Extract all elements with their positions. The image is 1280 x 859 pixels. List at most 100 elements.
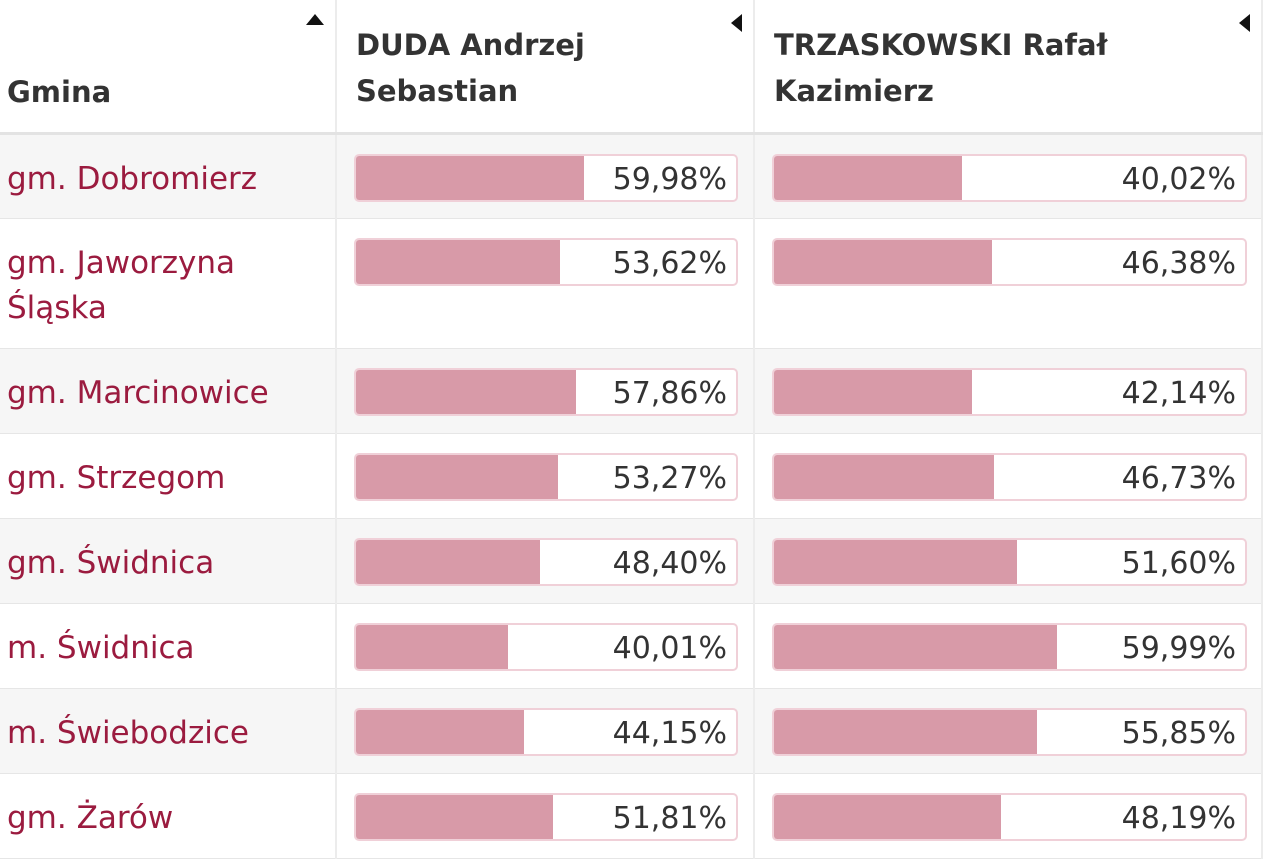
trzaskowski-cell: 42,14% xyxy=(754,348,1263,434)
trzaskowski-cell: 59,99% xyxy=(754,603,1263,689)
gmina-cell: gm. Żarów xyxy=(0,773,337,859)
duda-cell: 40,01% xyxy=(336,603,755,689)
duda-cell: 53,62% xyxy=(336,218,755,349)
table-row: m. Świdnica 40,01% 59,99% xyxy=(0,603,1263,689)
column-header-duda-line2: Sebastian xyxy=(356,74,519,108)
gmina-link[interactable]: gm. Dobromierz xyxy=(7,161,258,197)
sort-caret-icon[interactable] xyxy=(1239,14,1250,32)
column-header-trzaskowski-line1: TRZASKOWSKI Rafał xyxy=(774,28,1108,62)
duda-percent: 53,62% xyxy=(612,246,727,281)
duda-percent: 48,40% xyxy=(612,546,727,581)
duda-result-bar: 57,86% xyxy=(354,368,738,416)
trzaskowski-result-bar: 59,99% xyxy=(772,623,1247,671)
gmina-link[interactable]: gm. Świdnica xyxy=(7,545,215,581)
duda-result-bar: 59,98% xyxy=(354,154,738,202)
sort-ascending-icon[interactable] xyxy=(306,14,324,25)
table-row: gm. Strzegom 53,27% 46,73% xyxy=(0,433,1263,519)
table-row: gm. Dobromierz 59,98% 40,02% xyxy=(0,133,1263,219)
duda-percent: 59,98% xyxy=(612,162,727,197)
gmina-cell: gm. Świdnica xyxy=(0,518,337,604)
trzaskowski-bar-fill xyxy=(774,795,1001,839)
duda-bar-fill xyxy=(356,240,560,284)
sort-caret-icon[interactable] xyxy=(731,14,742,32)
gmina-cell: gm. Dobromierz xyxy=(0,133,337,219)
trzaskowski-percent: 46,38% xyxy=(1121,246,1236,281)
table-row: gm. Żarów 51,81% 48,19% xyxy=(0,773,1263,859)
duda-bar-fill xyxy=(356,370,576,414)
column-header-duda-label: DUDA Andrzej Sebastian xyxy=(356,22,585,114)
duda-result-bar: 51,81% xyxy=(354,793,738,841)
trzaskowski-result-bar: 46,73% xyxy=(772,453,1247,501)
trzaskowski-bar-fill xyxy=(774,156,963,200)
gmina-link[interactable]: gm. Marcinowice xyxy=(7,375,269,411)
trzaskowski-percent: 59,99% xyxy=(1121,631,1236,666)
column-header-duda[interactable]: DUDA Andrzej Sebastian xyxy=(336,0,755,135)
duda-percent: 44,15% xyxy=(612,716,727,751)
gmina-link[interactable]: gm. Jaworzyna Śląska xyxy=(7,245,236,326)
trzaskowski-percent: 40,02% xyxy=(1121,162,1236,197)
trzaskowski-bar-fill xyxy=(774,625,1057,669)
gmina-link[interactable]: m. Świdnica xyxy=(7,630,195,666)
duda-cell: 48,40% xyxy=(336,518,755,604)
duda-bar-fill xyxy=(356,455,559,499)
table-row: gm. Marcinowice 57,86% 42,14% xyxy=(0,348,1263,434)
trzaskowski-result-bar: 40,02% xyxy=(772,154,1247,202)
duda-result-bar: 53,62% xyxy=(354,238,738,286)
trzaskowski-bar-fill xyxy=(774,240,993,284)
duda-bar-fill xyxy=(356,625,509,669)
trzaskowski-cell: 55,85% xyxy=(754,688,1263,774)
trzaskowski-cell: 51,60% xyxy=(754,518,1263,604)
trzaskowski-cell: 46,38% xyxy=(754,218,1263,349)
duda-percent: 51,81% xyxy=(612,801,727,836)
trzaskowski-bar-fill xyxy=(774,370,973,414)
trzaskowski-percent: 46,73% xyxy=(1121,461,1236,496)
trzaskowski-cell: 40,02% xyxy=(754,133,1263,219)
duda-bar-fill xyxy=(356,710,524,754)
gmina-cell: m. Świdnica xyxy=(0,603,337,689)
duda-percent: 57,86% xyxy=(612,376,727,411)
gmina-link[interactable]: gm. Strzegom xyxy=(7,460,226,496)
column-header-trzaskowski[interactable]: TRZASKOWSKI Rafał Kazimierz xyxy=(754,0,1263,135)
trzaskowski-percent: 48,19% xyxy=(1121,801,1236,836)
duda-bar-fill xyxy=(356,156,584,200)
trzaskowski-bar-fill xyxy=(774,540,1018,584)
duda-percent: 40,01% xyxy=(612,631,727,666)
trzaskowski-result-bar: 46,38% xyxy=(772,238,1247,286)
trzaskowski-percent: 42,14% xyxy=(1121,376,1236,411)
duda-result-bar: 40,01% xyxy=(354,623,738,671)
gmina-link[interactable]: m. Świebodzice xyxy=(7,715,249,751)
column-header-gmina-label: Gmina xyxy=(7,75,112,109)
duda-cell: 57,86% xyxy=(336,348,755,434)
duda-cell: 44,15% xyxy=(336,688,755,774)
duda-bar-fill xyxy=(356,540,540,584)
table-row: gm. Świdnica 48,40% 51,60% xyxy=(0,518,1263,604)
column-header-duda-line1: DUDA Andrzej xyxy=(356,28,585,62)
table-body: gm. Dobromierz 59,98% 40,02% gm. Jaworzyna … xyxy=(0,133,1263,859)
gmina-cell: gm. Jaworzyna Śląska xyxy=(0,218,337,349)
trzaskowski-result-bar: 55,85% xyxy=(772,708,1247,756)
duda-cell: 51,81% xyxy=(336,773,755,859)
gmina-link[interactable]: gm. Żarów xyxy=(7,800,174,836)
gmina-cell: m. Świebodzice xyxy=(0,688,337,774)
trzaskowski-cell: 46,73% xyxy=(754,433,1263,519)
trzaskowski-bar-fill xyxy=(774,455,995,499)
trzaskowski-percent: 51,60% xyxy=(1121,546,1236,581)
duda-result-bar: 53,27% xyxy=(354,453,738,501)
gmina-cell: gm. Marcinowice xyxy=(0,348,337,434)
duda-bar-fill xyxy=(356,795,553,839)
duda-result-bar: 48,40% xyxy=(354,538,738,586)
duda-cell: 59,98% xyxy=(336,133,755,219)
table-header: Gmina DUDA Andrzej Sebastian TRZASKOWSKI… xyxy=(0,0,1263,135)
table-row: gm. Jaworzyna Śląska 53,62% 46,38% xyxy=(0,218,1263,349)
column-header-gmina[interactable]: Gmina xyxy=(0,0,337,135)
trzaskowski-bar-fill xyxy=(774,710,1038,754)
column-header-trzaskowski-line2: Kazimierz xyxy=(774,74,934,108)
trzaskowski-result-bar: 51,60% xyxy=(772,538,1247,586)
duda-result-bar: 44,15% xyxy=(354,708,738,756)
gmina-cell: gm. Strzegom xyxy=(0,433,337,519)
duda-percent: 53,27% xyxy=(612,461,727,496)
trzaskowski-percent: 55,85% xyxy=(1121,716,1236,751)
trzaskowski-cell: 48,19% xyxy=(754,773,1263,859)
trzaskowski-result-bar: 48,19% xyxy=(772,793,1247,841)
